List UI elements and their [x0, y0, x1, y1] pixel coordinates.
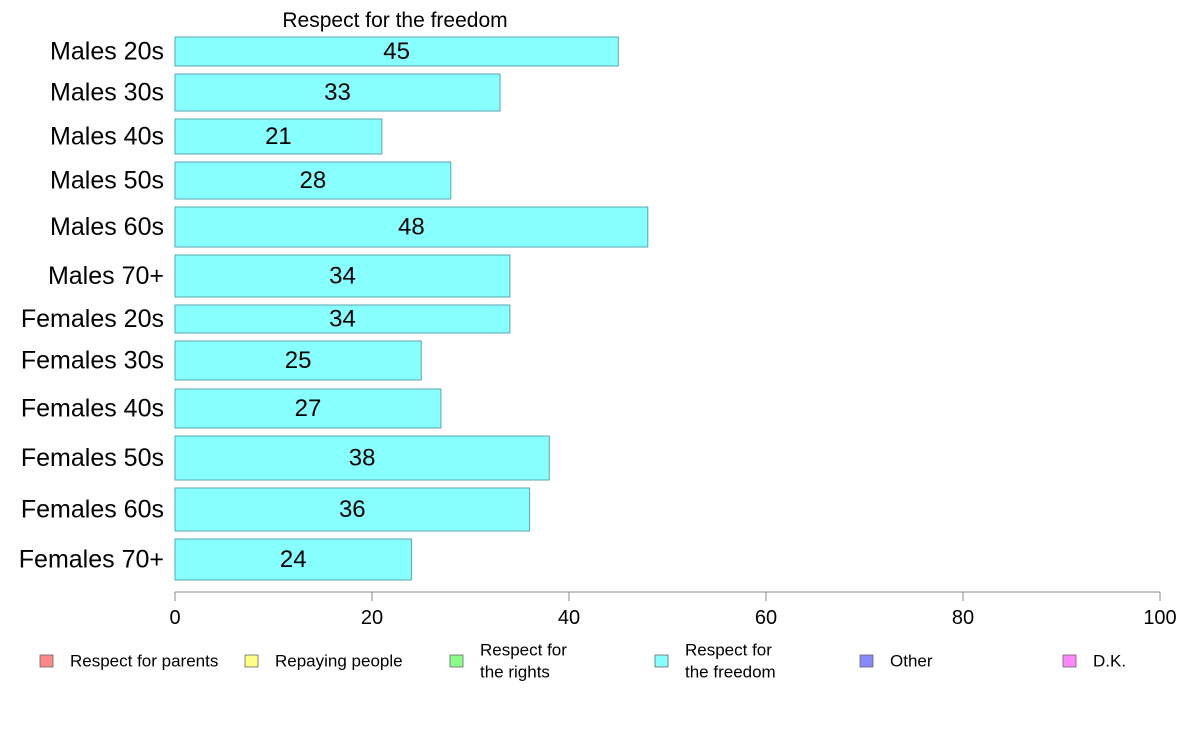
- x-tick-label-3: 60: [755, 607, 777, 629]
- legend-label-1: Repaying people: [275, 652, 403, 671]
- bar-value-label-9: 38: [349, 445, 376, 472]
- bar-value-label-6: 34: [329, 306, 356, 333]
- category-label-1: Males 30s: [50, 79, 164, 107]
- category-label-11: Females 70+: [19, 546, 164, 574]
- legend-swatch-1: [244, 654, 259, 668]
- bar-value-label-10: 36: [339, 496, 366, 523]
- legend: Respect for parents Repaying people Respec…: [39, 641, 1126, 682]
- legend-swatch-2: [449, 654, 464, 668]
- bars-group: 45 33 21 28 48 34 34 25 27 38 36 24: [174, 36, 649, 581]
- bar-9: [174, 435, 550, 481]
- bar-6: [174, 304, 511, 334]
- bar-2: [174, 118, 383, 155]
- bar-value-label-7: 25: [285, 347, 312, 374]
- bar-value-label-11: 24: [280, 546, 307, 573]
- category-label-3: Males 50s: [50, 167, 164, 195]
- y-axis-labels: Males 20s Males 30s Males 40s Males 50s Male…: [19, 38, 164, 574]
- legend-label-3-line-1: the freedom: [685, 663, 776, 682]
- x-tick-label-0: 0: [169, 607, 180, 629]
- x-tick-label-2: 40: [558, 607, 580, 629]
- category-label-10: Females 60s: [21, 496, 164, 524]
- bar-value-label-2: 21: [265, 123, 292, 150]
- x-tick-label-5: 100: [1143, 607, 1176, 629]
- bar-11: [174, 538, 412, 581]
- x-tick-label-4: 80: [952, 607, 974, 629]
- bar-1: [174, 73, 501, 112]
- legend-swatch-3: [654, 654, 669, 668]
- x-axis: 0 20 40 60 80 100: [169, 591, 1177, 629]
- category-label-6: Females 20s: [21, 305, 164, 333]
- bar-value-label-3: 28: [300, 167, 327, 194]
- legend-label-3-line-0: Respect for: [685, 641, 772, 660]
- bar-7: [174, 340, 422, 381]
- legend-label-4: Other: [890, 652, 933, 671]
- bar-value-label-4: 48: [398, 214, 425, 241]
- bar-4: [174, 206, 649, 248]
- bar-value-label-0: 45: [383, 38, 410, 65]
- legend-label-2-line-0: Respect for: [480, 641, 567, 660]
- category-label-5: Males 70+: [48, 262, 164, 290]
- legend-label-0: Respect for parents: [70, 652, 218, 671]
- category-label-9: Females 50s: [21, 444, 164, 472]
- bar-value-label-5: 34: [329, 263, 356, 290]
- legend-label-5: D.K.: [1093, 652, 1126, 671]
- category-label-7: Females 30s: [21, 347, 164, 375]
- legend-swatch-5: [1062, 654, 1077, 668]
- legend-swatch-4: [859, 654, 874, 668]
- bar-0: [174, 36, 619, 67]
- bar-3: [174, 161, 452, 200]
- chart-title: Respect for the freedom: [282, 9, 507, 32]
- category-label-0: Males 20s: [50, 38, 164, 66]
- legend-swatch-0: [39, 654, 54, 668]
- legend-label-2-line-1: the rights: [480, 663, 550, 682]
- bar-8: [174, 388, 442, 429]
- bar-10: [174, 487, 531, 532]
- bar-value-label-1: 33: [324, 79, 351, 106]
- bar-value-label-8: 27: [295, 395, 322, 422]
- category-label-4: Males 60s: [50, 213, 164, 241]
- bar-5: [174, 254, 511, 298]
- x-tick-label-1: 20: [361, 607, 383, 629]
- category-label-2: Males 40s: [50, 123, 164, 151]
- category-label-8: Females 40s: [21, 395, 164, 423]
